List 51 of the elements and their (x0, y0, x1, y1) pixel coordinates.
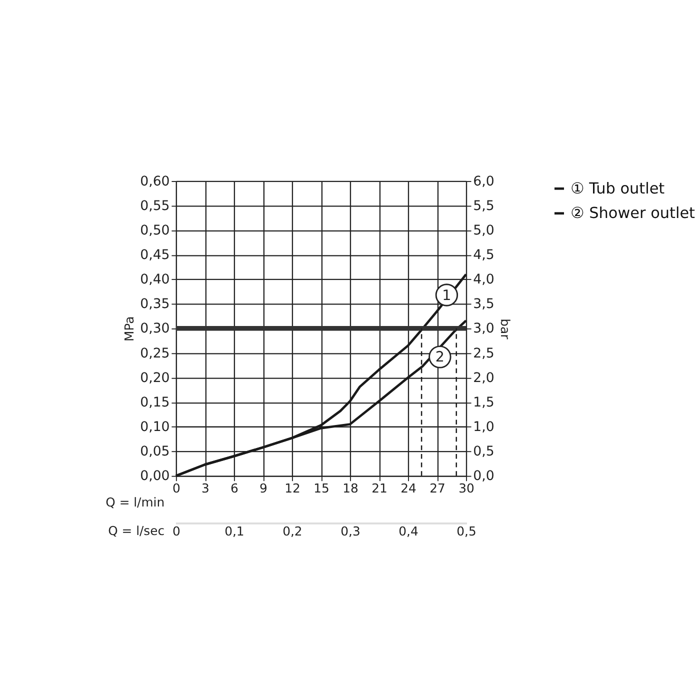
x2-tick-label: 0 (172, 524, 180, 538)
x-tick-label: 0 (172, 481, 180, 496)
x2-tick-label: 0,5 (456, 524, 476, 538)
y2-tick-label: 1,0 (473, 420, 494, 435)
y2-tick-label: 2,0 (473, 370, 494, 386)
y-tick-label: 0,05 (140, 444, 170, 460)
y2-tick-label: 1,5 (473, 395, 494, 410)
y-tick-label: 0,55 (140, 198, 170, 214)
legend-label: ② Shower outlet (570, 204, 696, 222)
x-axis-title: Q = l/min (106, 495, 165, 510)
y2-tick-label: 5,0 (473, 223, 494, 238)
y2-tick-label: 0,0 (473, 469, 494, 484)
x-tick-label: 27 (430, 481, 446, 496)
y2-tick-label: 3,5 (473, 297, 494, 312)
x2-tick-label: 0,3 (340, 524, 360, 538)
x2-tick-label: 0,4 (398, 524, 418, 538)
x-tick-label: 30 (458, 481, 475, 496)
x-tick-label: 6 (230, 481, 239, 496)
x-tick-label: 12 (284, 481, 300, 496)
y-tick-label: 0,45 (140, 248, 170, 264)
y2-tick-label: 0,5 (473, 444, 494, 460)
y-tick-label: 0,50 (140, 223, 170, 238)
x2-axis-title: Q = l/sec (108, 524, 165, 538)
y2-tick-label: 2,5 (473, 346, 494, 362)
legend-label: ① Tub outlet (570, 179, 665, 198)
y2-axis-title: bar (498, 318, 512, 340)
y2-tick-label: 3,0 (473, 322, 494, 337)
y-axis-title: MPa (122, 316, 136, 342)
x-tick-label: 15 (314, 481, 330, 496)
x-tick-label: 21 (372, 481, 388, 496)
y-tick-label: 0,25 (140, 346, 170, 362)
y-tick-label: 0,35 (140, 297, 170, 312)
y-tick-label: 0,00 (140, 469, 170, 484)
y-tick-label: 0,20 (140, 370, 170, 386)
y-tick-label: 0,40 (140, 272, 170, 288)
annotation: 2 (435, 350, 444, 366)
annotation: 1 (442, 288, 452, 304)
y-tick-label: 0,60 (140, 174, 170, 190)
x-tick-label: 18 (342, 481, 358, 496)
y-tick-label: 0,30 (140, 322, 170, 337)
y2-tick-label: 4,0 (473, 272, 494, 288)
y-tick-label: 0,15 (140, 395, 170, 410)
x-tick-label: 3 (201, 481, 210, 496)
y2-tick-label: 4,5 (473, 248, 494, 264)
x2-tick-label: 0,1 (224, 524, 244, 538)
x-tick-label: 9 (260, 481, 268, 496)
y2-tick-label: 5,5 (473, 198, 494, 214)
x-tick-label: 24 (400, 481, 416, 496)
y2-tick-label: 6,0 (473, 174, 494, 190)
x2-tick-label: 0,2 (282, 524, 302, 538)
y-tick-label: 0,10 (140, 420, 170, 435)
